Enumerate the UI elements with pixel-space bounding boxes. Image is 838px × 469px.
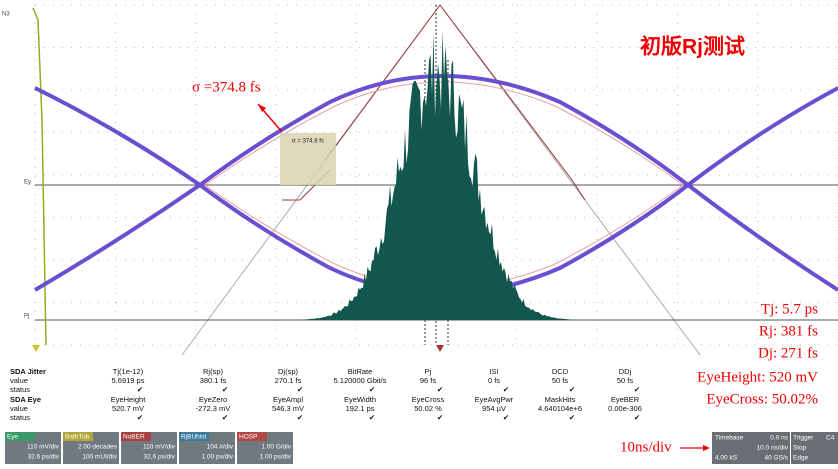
param-name: DDj: [619, 367, 632, 376]
param-name: EyeZero: [199, 395, 227, 404]
param-name: EyeAvgPwr: [475, 395, 514, 404]
channel-line: 2.00 decades: [78, 444, 118, 451]
param-value: 50 fs: [617, 376, 634, 385]
channel-line: 1.00 G/div: [261, 444, 291, 451]
param-status: ✔: [503, 413, 509, 422]
param-status: ✔: [369, 385, 375, 394]
param-value: 96 fs: [420, 376, 437, 385]
group-name: SDA Jitter: [10, 367, 46, 376]
row-label: value: [10, 404, 28, 413]
param-name: EyeCross: [412, 395, 445, 404]
param-status: ✔: [369, 413, 375, 422]
param-value: 5.6919 ps: [112, 376, 145, 385]
result-annotation: EyeCross: 50.02%: [706, 391, 818, 407]
param-status: ✔: [503, 385, 509, 394]
param-status: ✔: [222, 385, 228, 394]
param-status: ✔: [437, 385, 443, 394]
sigma-box-label: σ = 374.8 fs: [292, 139, 324, 145]
param-status: ✔: [569, 413, 575, 422]
param-status: ✔: [297, 385, 303, 394]
param-status: ✔: [569, 385, 575, 394]
result-annotation: EyeHeight: 520 mV: [697, 369, 818, 385]
param-value: 50.02 %: [414, 404, 442, 413]
param-name: EyeWidth: [344, 395, 376, 404]
timebase-text: Edge: [793, 455, 809, 462]
param-name: Tj(1e-12): [113, 367, 144, 376]
channel-line: 32.6 ps/div: [28, 454, 60, 461]
param-name: Rj(sp): [203, 367, 224, 376]
param-name: DCD: [552, 367, 569, 376]
param-name: ISI: [489, 367, 498, 376]
param-value: 0.00e-306: [608, 404, 642, 413]
param-value: 546.3 mV: [272, 404, 304, 413]
timescale-note: 10ns/div: [620, 439, 672, 455]
param-status: ✔: [634, 413, 640, 422]
param-status: ✔: [137, 413, 143, 422]
param-status: ✔: [634, 385, 640, 394]
channel-line: 104 #/div: [207, 444, 234, 451]
channel-name: Eye: [7, 434, 19, 441]
param-value: 5.120000 Gbit/s: [334, 376, 387, 385]
timebase-text: 4.00 kS: [715, 455, 738, 462]
channel-name: RjBUhist: [181, 434, 206, 441]
marker: Pj: [24, 314, 29, 320]
timebase-text: Trigger: [793, 435, 814, 442]
result-annotation: Tj: 5.7 ps: [761, 301, 818, 317]
param-value: 270.1 fs: [275, 376, 302, 385]
param-name: EyeAmpl: [273, 395, 303, 404]
param-value: -272.3 mV: [196, 404, 231, 413]
channel-line: 32.6 ps/div: [144, 454, 176, 461]
channel-name: NoBER: [123, 434, 145, 441]
param-value: 50 fs: [552, 376, 569, 385]
result-annotation: Dj: 271 fs: [758, 345, 818, 361]
channel-name: BathTub: [65, 434, 90, 441]
channel-line: 110 mV/div: [27, 444, 60, 451]
timebase-text: Timebase: [715, 435, 744, 442]
channel-boxes: Eye 110 mV/div 32.6 ps/div BathTub 2.00 deca…: [5, 432, 293, 464]
param-name: Pj: [425, 367, 432, 376]
timebase-text: 0.0 ns: [770, 435, 788, 442]
group-name: SDA Eye: [10, 395, 41, 404]
channel-line: 1.00 ps/div: [260, 454, 292, 461]
sigma-annotation: σ =374.8 fs: [192, 79, 261, 95]
channel-line: 1.00 ps/div: [202, 454, 234, 461]
row-label: status: [10, 385, 30, 394]
timebase-text: 10.0 ns/div: [757, 445, 789, 452]
param-status: ✔: [137, 385, 143, 394]
timebase-text: Stop: [793, 445, 807, 452]
param-value: 192.1 ps: [346, 404, 375, 413]
row-label: status: [10, 413, 30, 422]
param-value: 4.640104e+6: [538, 404, 582, 413]
timebase-box: Timebase 0.0 ns 10.0 ns/div 4.00 kS 40 GS/s T…: [712, 432, 838, 464]
param-status: ✔: [437, 413, 443, 422]
param-name: MaskHits: [545, 395, 576, 404]
channel-line: 110 mV/div: [143, 444, 176, 451]
scope-screen: σ = 374.8 fs σ =374.8 fs 初版Rj测试 N3 Ey Pj…: [0, 0, 838, 464]
marker: N3: [2, 12, 10, 18]
param-name: BitRate: [348, 367, 373, 376]
param-name: EyeBER: [611, 395, 640, 404]
timebase-text: 40 GS/s: [765, 455, 789, 462]
result-annotation: Rj: 381 fs: [759, 323, 818, 339]
param-name: Dj(sp): [278, 367, 299, 376]
param-status: ✔: [297, 413, 303, 422]
channel-name: HOSP: [239, 434, 257, 441]
marker: Ey: [24, 180, 31, 186]
param-value: 954 µV: [482, 404, 506, 413]
param-name: EyeHeight: [111, 395, 147, 404]
row-label: value: [10, 376, 28, 385]
title: 初版Rj测试: [640, 35, 745, 59]
param-status: ✔: [222, 413, 228, 422]
param-value: 520.7 mV: [112, 404, 144, 413]
param-value: 380.1 fs: [200, 376, 227, 385]
param-value: 0 fs: [488, 376, 500, 385]
channel-line: 100 mUI/div: [82, 454, 117, 461]
timebase-text: C4: [826, 435, 835, 442]
